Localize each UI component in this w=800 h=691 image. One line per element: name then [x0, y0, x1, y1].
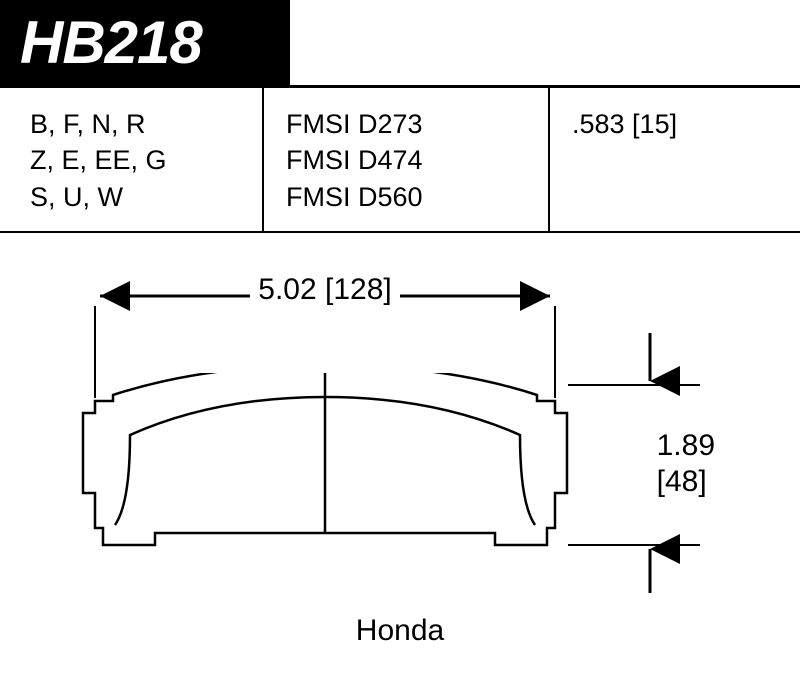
compounds-column: B, F, N, R Z, E, EE, G S, U, W — [30, 106, 240, 215]
part-number: HB218 — [20, 8, 270, 77]
thickness-column: .583 [15] — [572, 106, 770, 215]
thickness-value: .583 [15] — [572, 106, 770, 142]
height-mm: [48] — [657, 464, 715, 500]
width-inches: 5.02 — [258, 273, 316, 306]
height-inches: 1.89 — [657, 428, 715, 464]
width-label: 5.02 [128] — [250, 273, 399, 307]
fmsi-column: FMSI D273 FMSI D474 FMSI D560 — [286, 106, 526, 215]
fmsi-line: FMSI D273 — [286, 106, 526, 142]
width-mm: [128] — [325, 273, 392, 306]
height-dimension: 1.89 [48] — [657, 428, 715, 500]
compounds-line: Z, E, EE, G — [30, 142, 240, 178]
diagram-area: 5.02 [128] 1 — [0, 233, 800, 663]
brand-label: Honda — [0, 614, 800, 648]
compounds-line: S, U, W — [30, 179, 240, 215]
fmsi-line: FMSI D560 — [286, 179, 526, 215]
column-divider — [548, 88, 550, 231]
fmsi-line: FMSI D474 — [286, 142, 526, 178]
header-bar: HB218 — [0, 0, 290, 85]
compounds-line: B, F, N, R — [30, 106, 240, 142]
spec-row: B, F, N, R Z, E, EE, G S, U, W FMSI D273… — [0, 88, 800, 233]
column-divider — [262, 88, 264, 231]
